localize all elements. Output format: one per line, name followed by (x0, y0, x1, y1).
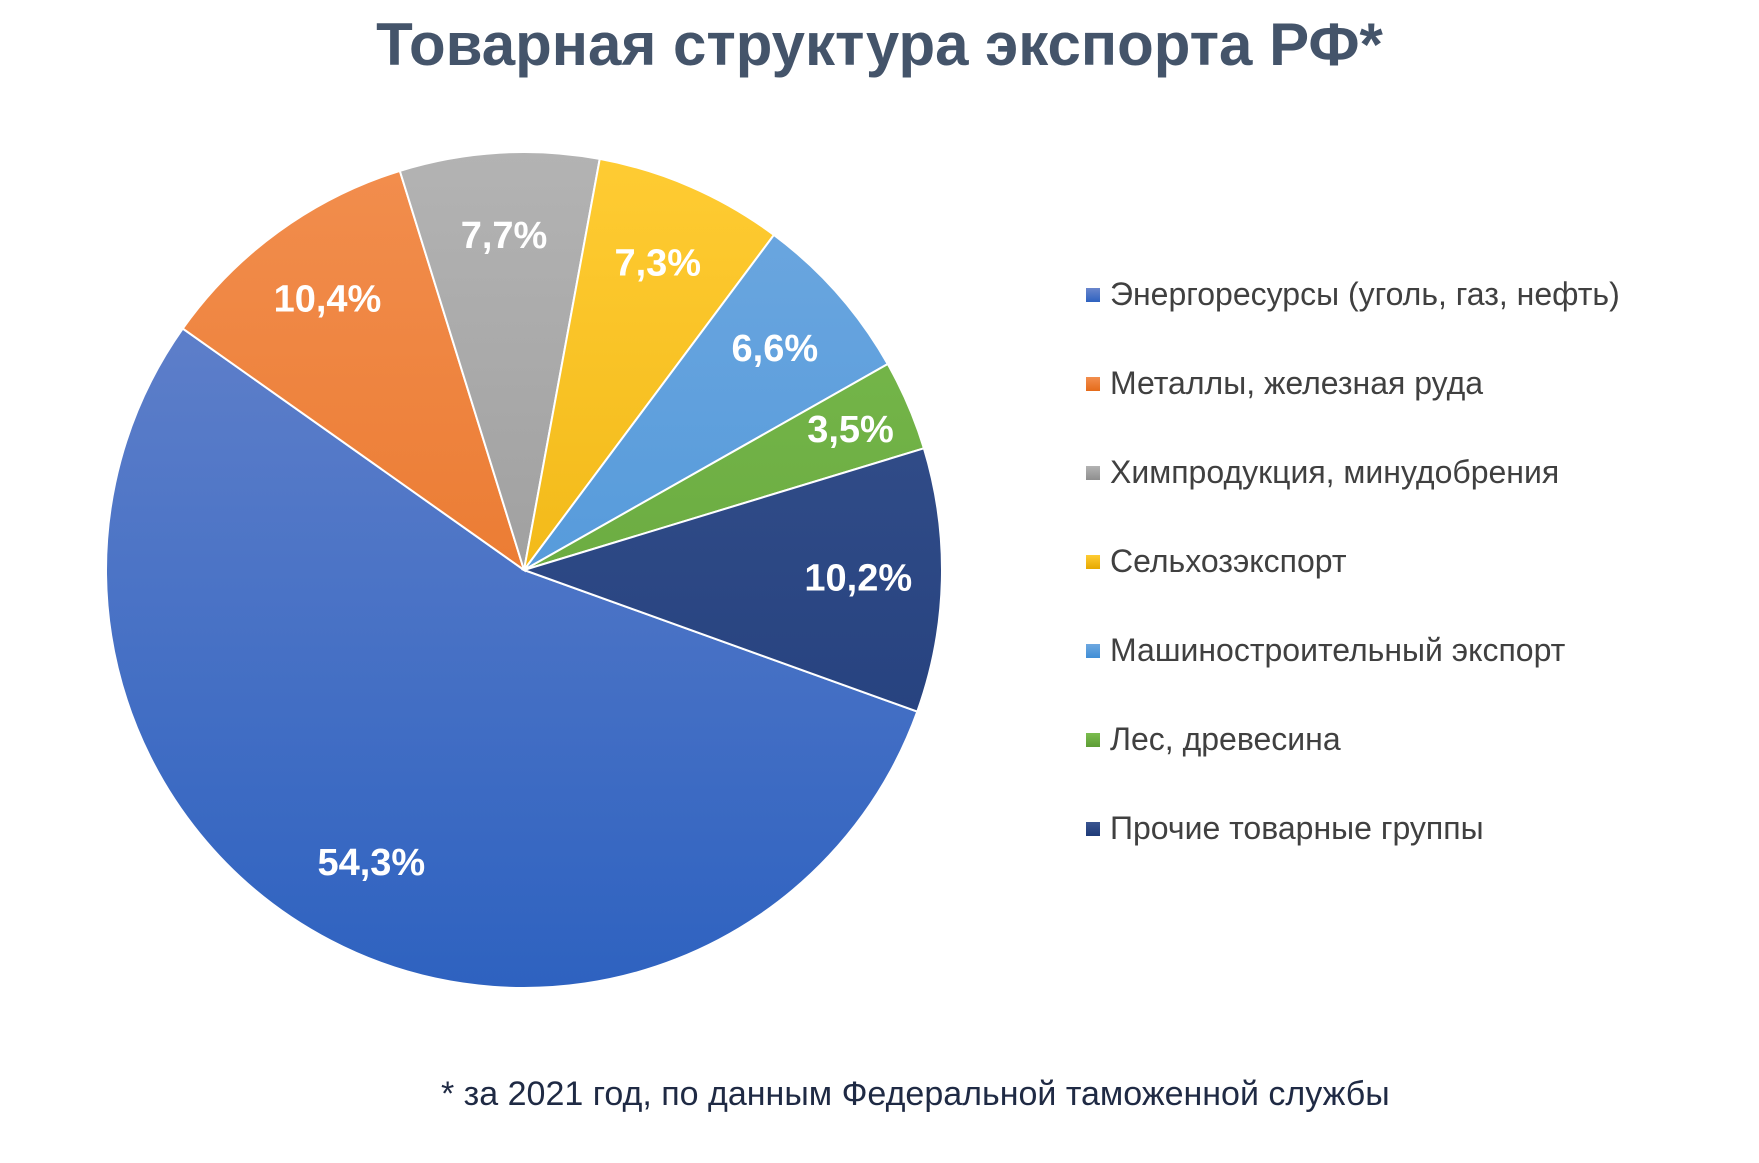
legend-item-4: Сельхозэкспорт (1086, 539, 1620, 628)
data-label-4: 7,3% (614, 243, 701, 285)
pie-labels: 54,3% 10,4% 7,7% 7,3% 6,6% 3,5% 10,2% (274, 215, 913, 884)
pie-2 (181, 169, 526, 573)
pie-4 (523, 157, 776, 571)
pie-5 (523, 233, 890, 571)
legend: Энергоресурсы (уголь, газ, нефть) Металлы… (1086, 272, 1620, 895)
data-label-1: 54,3% (317, 842, 425, 884)
pie-7 (520, 447, 943, 713)
legend-swatch (1086, 822, 1100, 836)
legend-swatch (1086, 466, 1100, 480)
data-label-2: 10,4% (274, 278, 382, 320)
legend-item-2: Металлы, железная руда (1086, 361, 1620, 450)
legend-swatch (1086, 644, 1100, 658)
legend-swatch (1086, 288, 1100, 302)
legend-label: Сельхозэкспорт (1110, 543, 1347, 579)
data-label-5: 6,6% (732, 328, 819, 370)
data-label-6: 3,5% (807, 409, 894, 451)
legend-label: Машиностроительный экспорт (1110, 632, 1566, 668)
legend-item-3: Химпродукция, минудобрения (1086, 450, 1620, 539)
legend-item-5: Машиностроительный экспорт (1086, 628, 1620, 717)
pie-1 (105, 327, 919, 989)
legend-label: Прочие товарные группы (1110, 810, 1484, 846)
pie-3 (398, 151, 601, 571)
pie-slices (105, 151, 943, 989)
legend-swatch (1086, 377, 1100, 391)
data-label-3: 7,7% (461, 215, 548, 257)
footnote: * за 2021 год, по данным Федеральной там… (441, 1075, 1390, 1113)
legend-item-7: Прочие товарные группы (1086, 806, 1620, 895)
chart-title: Товарная структура экспорта РФ* (376, 11, 1383, 78)
legend-swatch (1086, 555, 1100, 569)
legend-item-6: Лес, древесина (1086, 717, 1620, 806)
legend-item-1: Энергоресурсы (уголь, газ, нефть) (1086, 272, 1620, 361)
legend-swatch (1086, 733, 1100, 747)
legend-label: Лес, древесина (1110, 721, 1341, 757)
legend-label: Химпродукция, минудобрения (1110, 454, 1560, 490)
data-label-7: 10,2% (804, 557, 912, 599)
legend-label: Металлы, железная руда (1110, 365, 1484, 401)
legend-label: Энергоресурсы (уголь, газ, нефть) (1110, 276, 1620, 312)
